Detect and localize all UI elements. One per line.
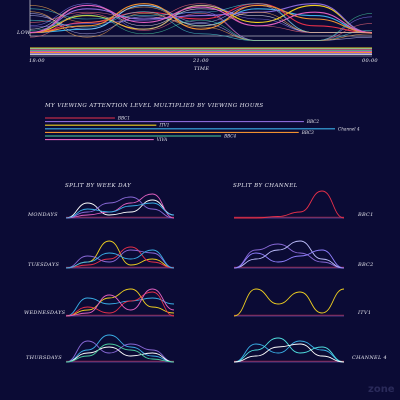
panel-line <box>65 199 175 219</box>
weekday-label-thursdays: THURSDAYS <box>26 355 62 361</box>
attention-hours-bar-chart: BBC1 BBC2 ITV1 Channel 4 BBC3 BBC4 VIVA <box>45 116 360 142</box>
watermark-logo: zone <box>368 384 395 395</box>
panel-line <box>65 196 175 219</box>
weekday-label-wednesdays: WEDNESDAYS <box>24 310 66 316</box>
bars-title: MY VIEWING ATTENTION LEVEL MULTIPLIED BY… <box>45 103 264 109</box>
channel-title: SPLIT BY CHANNEL <box>233 183 298 189</box>
x-tick-0000: 00:00 <box>362 58 378 64</box>
small-multiples-charts <box>65 190 345 363</box>
x-tick-2100: 21:00 <box>193 58 209 64</box>
series-line <box>29 13 373 41</box>
panel-line <box>233 340 345 363</box>
panel-line <box>233 240 345 269</box>
panel-line <box>233 288 345 317</box>
panel-line <box>65 193 175 219</box>
channel-label-channel4: CHANNEL 4 <box>352 355 387 361</box>
panel-line <box>65 246 175 269</box>
panel-line <box>65 249 175 269</box>
series-line <box>29 3 373 34</box>
series-line <box>29 3 373 34</box>
panel-line <box>65 291 175 317</box>
panel-line <box>233 243 345 269</box>
attention-timeline-chart <box>29 0 373 57</box>
panel-line <box>65 288 175 317</box>
bar-label: BBC2 <box>306 119 319 124</box>
bar-label: ITV1 <box>158 123 169 128</box>
x-tick-1800: 18:00 <box>29 58 45 64</box>
series-line <box>29 4 373 34</box>
channel-label-itv1: ITV1 <box>358 310 372 316</box>
panel-line <box>65 346 175 363</box>
series-line <box>29 5 372 33</box>
panel-line <box>233 190 345 219</box>
panel-line <box>65 343 175 363</box>
bar-label: BBC1 <box>117 116 130 121</box>
panel-line <box>65 340 175 363</box>
series-line <box>29 3 372 33</box>
weekday-title: SPLIT BY WEEK DAY <box>65 183 132 189</box>
channel-label-bbc1: BBC1 <box>358 212 374 218</box>
panel-line <box>65 334 175 363</box>
weekday-label-tuesdays: TUESDAYS <box>28 262 60 268</box>
bar-label: Channel 4 <box>338 126 360 131</box>
panel-line <box>65 202 175 219</box>
series-line <box>29 3 372 33</box>
bar-label: BBC4 <box>223 134 236 139</box>
y-axis-low-label: LOW <box>17 30 31 36</box>
panel-line <box>65 288 175 317</box>
weekday-label-mondays: MONDAYS <box>28 212 58 218</box>
bar-label: VIVA <box>157 137 167 142</box>
channel-label-bbc2: BBC2 <box>358 262 374 268</box>
x-axis-time-label: TIME <box>194 66 210 72</box>
panel-line <box>233 249 345 269</box>
bar-label: BBC3 <box>301 130 314 135</box>
panel-line <box>233 343 345 363</box>
series-line <box>29 3 372 33</box>
series-line <box>29 3 373 34</box>
panel-line <box>233 337 345 363</box>
